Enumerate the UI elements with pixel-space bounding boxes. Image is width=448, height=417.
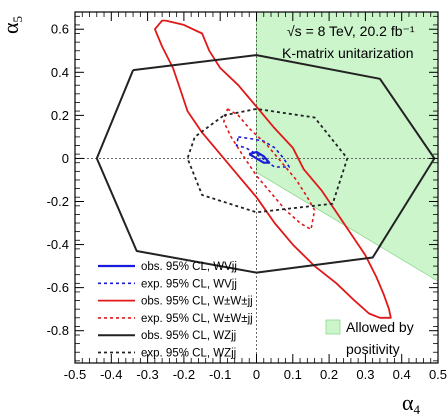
tick-labels-layer: -0.5 -0.4 -0.3 -0.2 -0.1 0 0.1 0.2 0.3 0.4 0.5 -0.8… (47, 22, 447, 382)
allowed-label-line1: Allowed by (346, 319, 414, 335)
y-tick-label: 0 (62, 151, 69, 166)
contour-series-layer (95, 19, 436, 319)
x-tick-label: -0.5 (64, 367, 86, 382)
x-tick-label: 0 (253, 367, 260, 382)
y-tick-label: 0.4 (51, 65, 69, 80)
allowed-region-swatch (325, 319, 341, 335)
contour-series-5 (186, 108, 349, 214)
legend: obs. 95% CL, WVjj exp. 95% CL, WVjj obs. 9… (98, 261, 253, 360)
method-annotation: K-matrix unitarization (282, 45, 414, 61)
tick-marks-layer (74, 12, 439, 363)
legend-label-2: obs. 95% CL, W±W±jj (141, 296, 253, 308)
y-tick-label: -0.8 (47, 323, 69, 338)
y-tick-label: -0.6 (47, 280, 69, 295)
legend-label-5: exp. 95% CL, WZjj (141, 348, 236, 360)
y-tick-label: -0.4 (47, 237, 69, 252)
x-tick-label: -0.1 (209, 367, 231, 382)
energy-annotation: √s = 8 TeV, 20.2 fb⁻¹ (287, 23, 415, 39)
x-tick-label: -0.2 (173, 367, 195, 382)
contour-series-4 (95, 54, 436, 274)
legend-label-3: exp. 95% CL, W±W±jj (141, 313, 253, 325)
x-tick-label: 0.3 (356, 367, 374, 382)
y-axis-title: α5 (0, 16, 25, 34)
legend-label-4: obs. 95% CL, WZjj (141, 330, 236, 342)
legend-label-1: exp. 95% CL, WVjj (141, 278, 237, 290)
contour-series-2 (153, 19, 392, 319)
x-tick-label: 0.4 (393, 367, 411, 382)
allowed-label-line2: positivity (346, 341, 400, 357)
y-tick-label: 0.6 (51, 22, 69, 37)
x-tick-label: -0.3 (136, 367, 158, 382)
y-tick-label: 0.2 (51, 108, 69, 123)
contour-series-3 (223, 108, 316, 231)
x-tick-label: 0.5 (429, 367, 447, 382)
y-tick-label: -0.2 (47, 194, 69, 209)
legend-label-0: obs. 95% CL, WVjj (141, 261, 237, 273)
x-tick-label: -0.4 (100, 367, 122, 382)
contour-series-1 (235, 136, 291, 168)
x-tick-label: 0.2 (320, 367, 338, 382)
x-tick-label: 0.1 (284, 367, 302, 382)
x-axis-title: α4 (402, 390, 421, 417)
